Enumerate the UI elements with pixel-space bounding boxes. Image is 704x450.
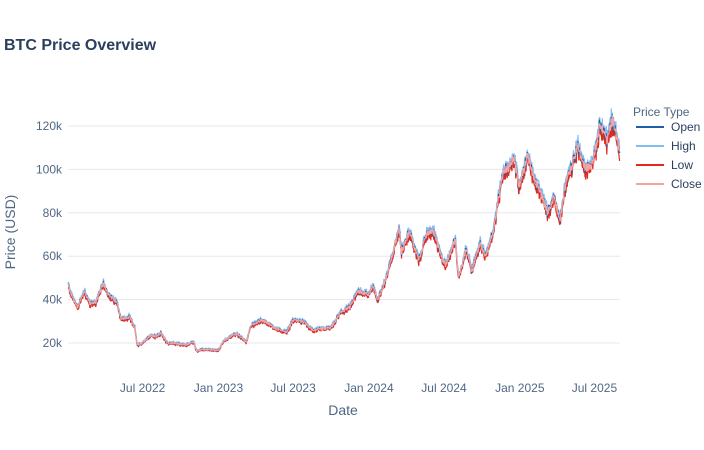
x-tick-label: Jan 2023 [194, 381, 244, 395]
x-tick-label: Jul 2025 [572, 381, 618, 395]
y-tick-label: 20k [43, 336, 63, 350]
legend-entry-low: Low [671, 158, 693, 172]
x-axis-title: Date [328, 402, 358, 418]
x-axis: Jul 2022 Jan 2023 Jul 2023 Jan 2024 Jul 2024… [120, 381, 618, 395]
y-tick-label: 40k [43, 293, 63, 307]
x-tick-label: Jan 2025 [495, 381, 545, 395]
series-line-open [67, 114, 621, 352]
x-tick-label: Jul 2022 [120, 381, 166, 395]
series-lines [67, 108, 621, 353]
y-axis-title: Price (USD) [2, 195, 18, 270]
y-tick-label: 80k [43, 206, 63, 220]
legend-entry-open: Open [671, 120, 700, 134]
legend-title: Price Type [633, 105, 690, 119]
x-tick-label: Jan 2024 [344, 381, 394, 395]
legend-entry-close: Close [671, 177, 702, 191]
y-axis: 20k 40k 60k 80k 100k 120k [36, 119, 63, 350]
x-tick-label: Jul 2024 [421, 381, 467, 395]
y-tick-label: 120k [36, 119, 63, 133]
chart-title: BTC Price Overview [4, 37, 157, 54]
series-line-low [67, 120, 621, 353]
x-tick-label: Jul 2023 [270, 381, 316, 395]
gridlines [68, 125, 620, 344]
series-line-close [67, 114, 621, 352]
legend-entry-high: High [671, 139, 696, 153]
y-tick-label: 60k [43, 249, 63, 263]
y-tick-label: 100k [36, 162, 63, 176]
legend: Price Type Open High Low Close [633, 105, 702, 191]
